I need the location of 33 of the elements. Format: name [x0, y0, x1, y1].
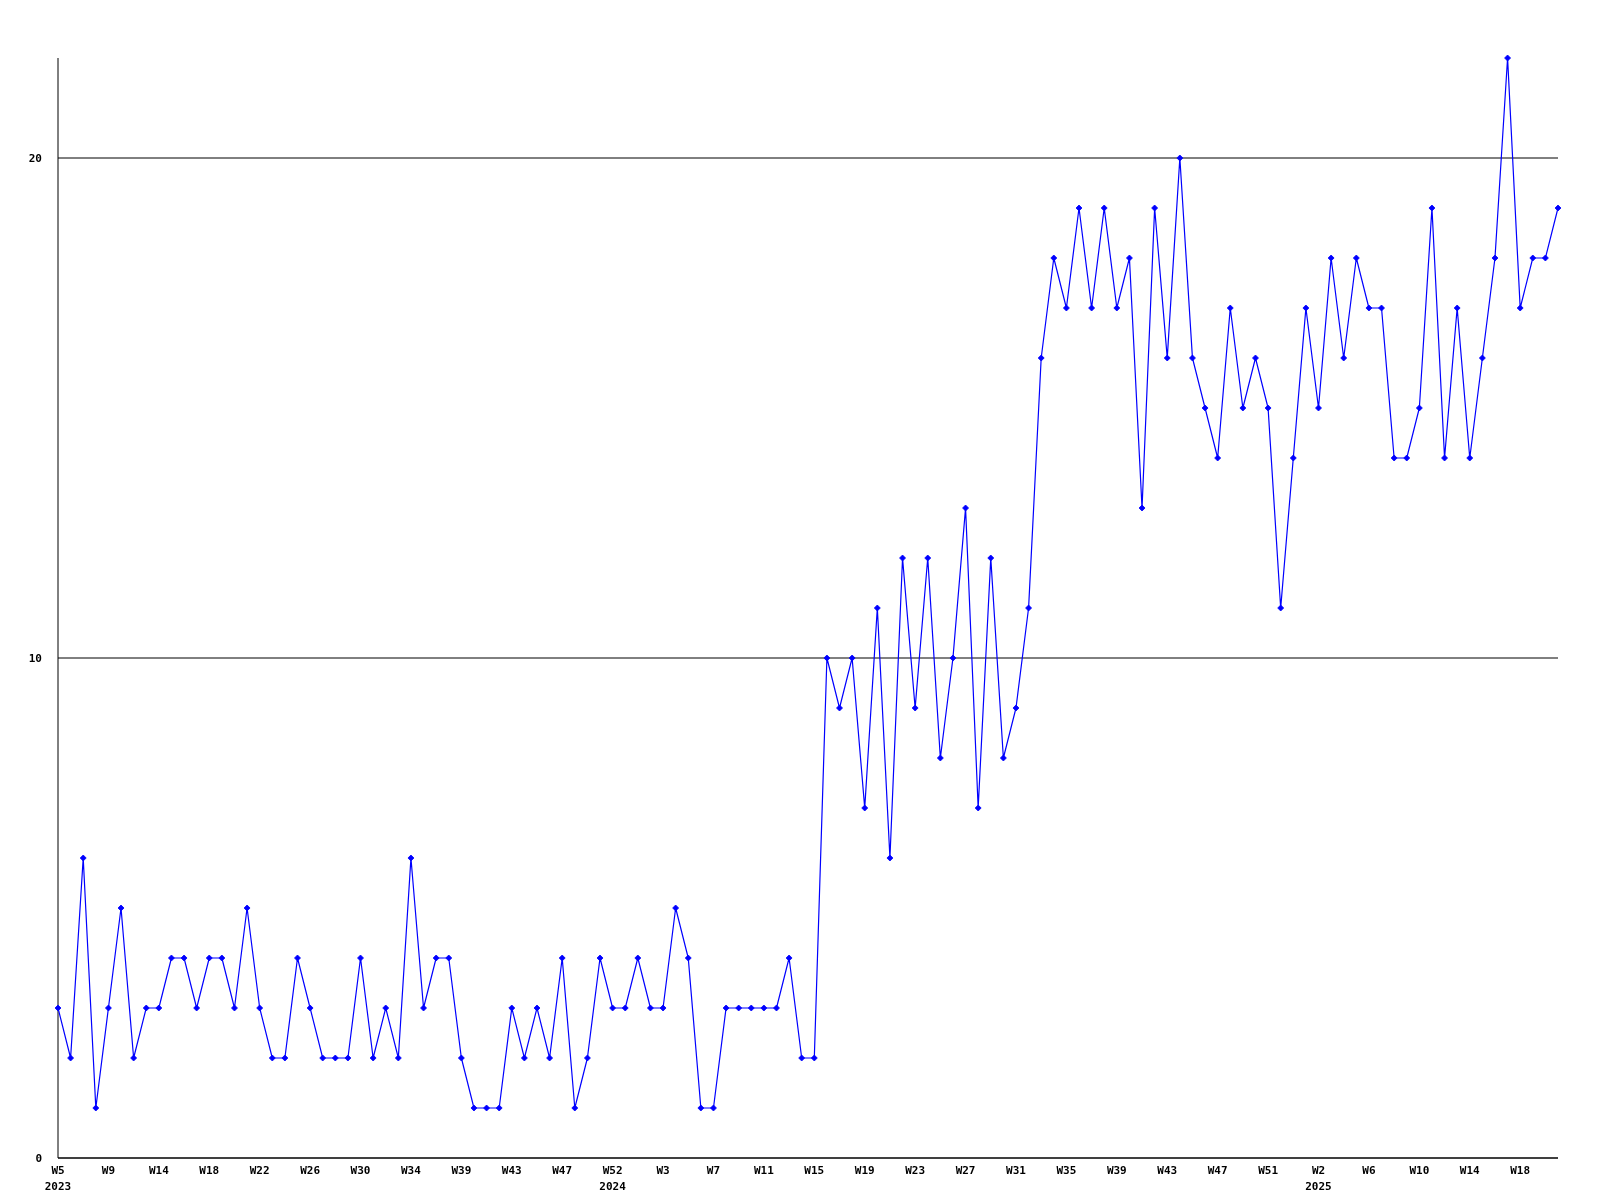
x-tick-label: W52 2024: [599, 1164, 627, 1193]
x-tick-label: W18: [199, 1164, 220, 1177]
x-tick-label: W26: [300, 1164, 321, 1177]
y-tick-label: 0: [35, 1151, 42, 1165]
x-tick-label: W22: [249, 1164, 270, 1177]
x-tick-label: W39: [451, 1164, 472, 1177]
x-tick-label: W27: [955, 1164, 976, 1177]
x-tick-label: W30: [350, 1164, 371, 1177]
x-tick-label: W23: [905, 1164, 926, 1177]
x-tick-label: W15: [804, 1164, 825, 1177]
x-tick-label: W2 2025: [1305, 1164, 1332, 1193]
x-tick-label: W19: [854, 1164, 875, 1177]
x-tick-label: W6: [1362, 1164, 1376, 1177]
x-tick-label: W35: [1056, 1164, 1077, 1177]
x-tick-label: W3: [656, 1164, 670, 1177]
x-tick-label: W14: [1459, 1164, 1481, 1177]
x-tick-label: W43: [501, 1164, 522, 1177]
x-tick-label: W51: [1258, 1164, 1279, 1177]
x-tick-label: W7: [706, 1164, 721, 1177]
x-tick-label: W39: [1106, 1164, 1127, 1177]
x-tick-label: W47: [552, 1164, 573, 1177]
x-tick-label: W43: [1157, 1164, 1178, 1177]
x-tick-label: W5 2023: [44, 1164, 72, 1193]
y-tick-label: 10: [28, 651, 42, 665]
y-tick-label: 20: [28, 151, 42, 165]
x-tick-label: W31: [1006, 1164, 1027, 1177]
x-tick-label: W18: [1510, 1164, 1531, 1177]
x-tick-label: W9: [101, 1164, 116, 1177]
x-tick-label: W11: [753, 1164, 775, 1177]
x-tick-label: W10: [1409, 1164, 1430, 1177]
x-tick-label: W34: [401, 1164, 422, 1177]
x-tick-label: W14: [148, 1164, 170, 1177]
x-tick-label: W47: [1207, 1164, 1228, 1177]
